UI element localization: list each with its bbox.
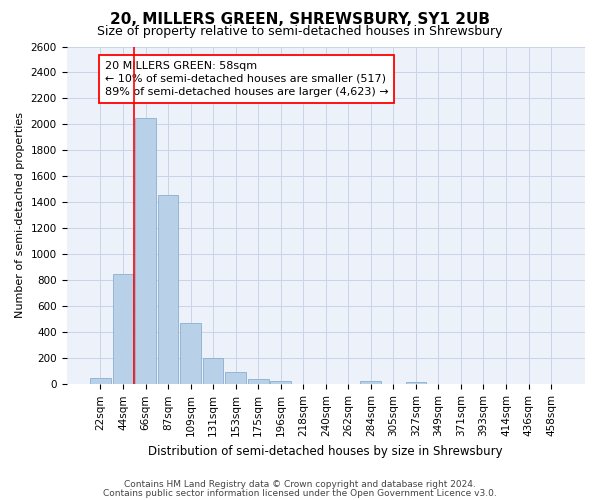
Bar: [180, 324, 201, 384]
Bar: [135, 118, 156, 384]
Bar: [113, 274, 133, 384]
Bar: [203, 358, 223, 384]
X-axis label: Distribution of semi-detached houses by size in Shrewsbury: Distribution of semi-detached houses by …: [148, 444, 503, 458]
Bar: [90, 378, 111, 384]
Bar: [158, 194, 178, 384]
Text: Contains HM Land Registry data © Crown copyright and database right 2024.: Contains HM Land Registry data © Crown c…: [124, 480, 476, 489]
Bar: [225, 372, 246, 384]
Bar: [361, 381, 381, 384]
Bar: [248, 379, 269, 384]
Text: Size of property relative to semi-detached houses in Shrewsbury: Size of property relative to semi-detach…: [97, 25, 503, 38]
Text: 20, MILLERS GREEN, SHREWSBURY, SY1 2UB: 20, MILLERS GREEN, SHREWSBURY, SY1 2UB: [110, 12, 490, 28]
Y-axis label: Number of semi-detached properties: Number of semi-detached properties: [15, 112, 25, 318]
Bar: [271, 381, 291, 384]
Bar: [406, 382, 426, 384]
Text: Contains public sector information licensed under the Open Government Licence v3: Contains public sector information licen…: [103, 488, 497, 498]
Text: 20 MILLERS GREEN: 58sqm
← 10% of semi-detached houses are smaller (517)
89% of s: 20 MILLERS GREEN: 58sqm ← 10% of semi-de…: [104, 61, 388, 97]
